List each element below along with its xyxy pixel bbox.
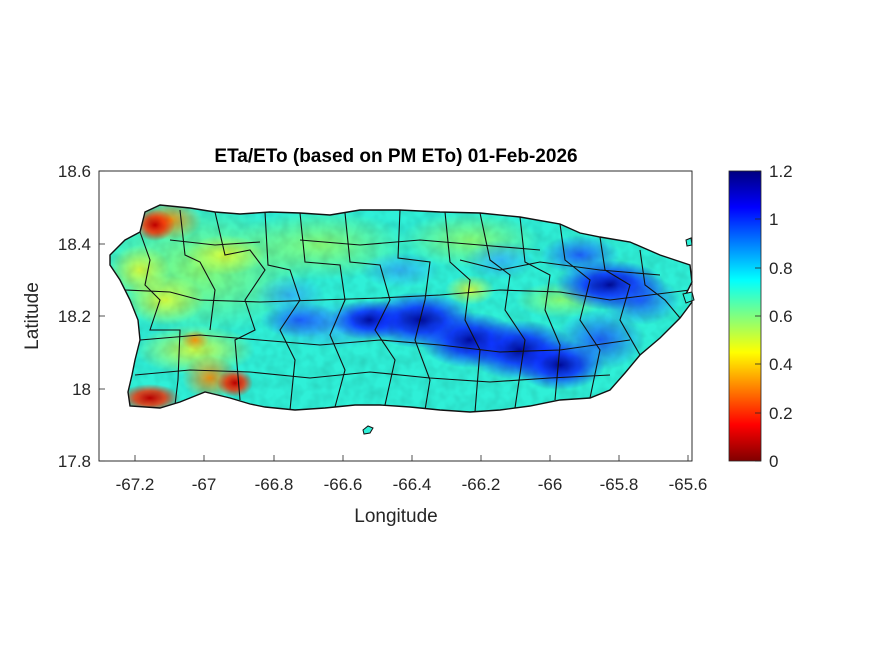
x-tick-label: -67 [192, 475, 217, 494]
offshore-island [682, 291, 695, 304]
y-axis-label: Latitude [22, 282, 43, 350]
colorbar-tick-label: 0.2 [769, 404, 793, 423]
x-ticks [134, 455, 689, 461]
y-tick-label: 18.2 [58, 307, 91, 326]
island-heatmap [110, 205, 692, 412]
island-coastline [109, 204, 693, 413]
offshore-island [362, 425, 374, 435]
y-tick-label: 18 [72, 380, 91, 399]
y-tick-label: 18.4 [58, 235, 91, 254]
colorbar-tick-label: 1.2 [769, 162, 793, 181]
colorbar-ticks [755, 170, 761, 462]
y-tick-label: 18.6 [58, 162, 91, 181]
colorbar-tick-label: 0.4 [769, 355, 793, 374]
x-tick-label: -65.8 [600, 475, 639, 494]
x-tick-label: -66.6 [324, 475, 363, 494]
offshore-island [685, 237, 693, 247]
x-tick-label: -66 [538, 475, 563, 494]
x-tick-label: -66.8 [255, 475, 294, 494]
y-ticks [99, 170, 105, 462]
x-axis-label: Longitude [354, 506, 437, 527]
colorbar-tick-label: 1 [769, 210, 778, 229]
chart-title: ETa/ETo (based on PM ETo) 01-Feb-2026 [214, 146, 577, 167]
municipality-borders [124, 209, 691, 412]
x-tick-label: -67.2 [116, 475, 155, 494]
colorbar-tick-label: 0.6 [769, 307, 793, 326]
colorbar-tick-label: 0 [769, 452, 778, 471]
y-tick-label: 17.8 [58, 452, 91, 471]
x-tick-label: -66.2 [462, 475, 501, 494]
x-tick-label: -66.4 [393, 475, 432, 494]
x-tick-label: -65.6 [669, 475, 708, 494]
colorbar-tick-label: 0.8 [769, 259, 793, 278]
